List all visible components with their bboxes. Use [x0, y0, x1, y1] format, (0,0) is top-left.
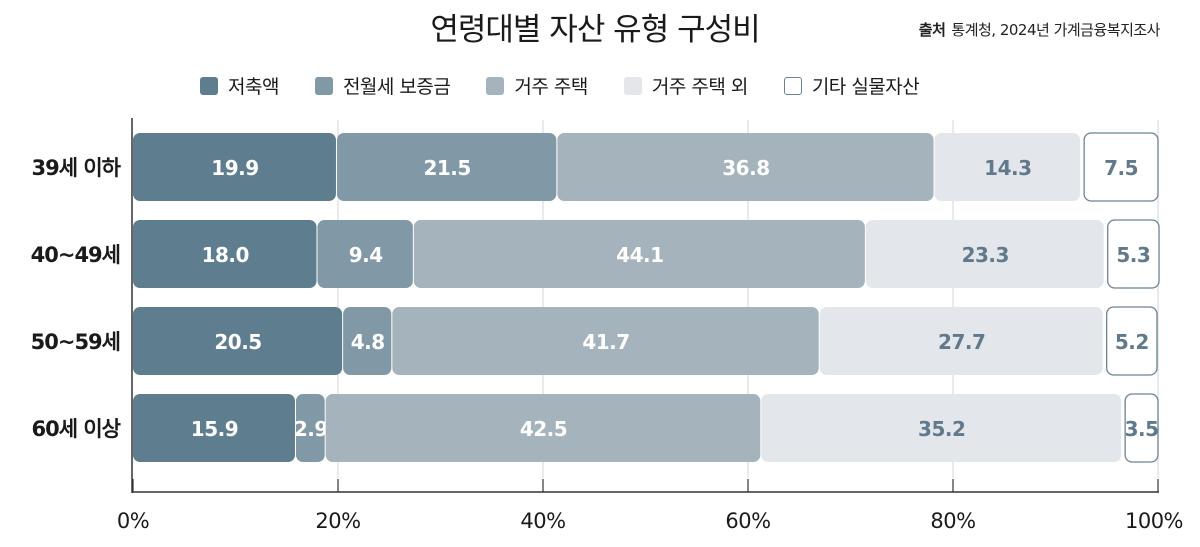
bar-segment	[295, 394, 325, 462]
data-label: 27.7	[938, 330, 985, 354]
legend-label: 기타 실물자산	[811, 76, 920, 98]
legend-label: 거주 주택 외	[651, 76, 748, 98]
bar-segment	[413, 220, 865, 288]
legend-swatch	[486, 76, 505, 95]
category-label: 50~59세	[31, 330, 120, 354]
source-note: 출처 통계청, 2024년 가계금융복지조사	[918, 19, 1161, 40]
bar-segment	[133, 133, 336, 201]
data-label: 4.8	[351, 330, 385, 354]
data-label: 42.5	[520, 417, 567, 441]
bar-segment	[133, 394, 295, 462]
source-text: 통계청, 2024년 가계금융복지조사	[951, 21, 1160, 39]
bar-segment	[336, 133, 557, 201]
data-label: 5.2	[1115, 330, 1149, 354]
legend: 저축액 전월세 보증금 거주 주택 거주 주택 외 기타 실물자산	[200, 72, 920, 99]
legend-item: 전월세 보증금	[314, 72, 451, 99]
bar-segment	[392, 307, 819, 375]
data-label: 18.0	[202, 243, 249, 267]
bar-segment	[819, 307, 1103, 375]
bar-segment	[934, 133, 1081, 201]
data-label: 19.9	[211, 156, 258, 180]
legend-label: 저축액	[228, 76, 279, 98]
data-label: 36.8	[722, 156, 769, 180]
bar-segment	[325, 394, 761, 462]
legend-swatch	[783, 76, 802, 95]
legend-item: 저축액	[200, 72, 279, 99]
x-tick-label: 40%	[520, 509, 565, 533]
data-label: 15.9	[191, 417, 238, 441]
category-label: 60세 이상	[32, 417, 121, 441]
data-label: 35.2	[918, 417, 965, 441]
data-label: 5.3	[1116, 243, 1150, 267]
bar-segment	[317, 220, 413, 288]
bar-segment	[1107, 219, 1160, 289]
bar-segment	[1106, 306, 1158, 376]
data-label: 20.5	[214, 330, 261, 354]
data-label: 44.1	[616, 243, 663, 267]
category-label: 40~49세	[31, 243, 120, 267]
legend-swatch	[200, 76, 218, 95]
chart-title: 연령대별 자산 유형 구성비	[430, 12, 760, 48]
x-tick-label: 100%	[1125, 509, 1183, 533]
x-tick-label: 20%	[315, 509, 360, 533]
bar-segment	[557, 133, 934, 201]
data-label: 23.3	[962, 243, 1009, 267]
legend-swatch	[314, 76, 333, 95]
bar-segment	[133, 220, 317, 288]
legend-item: 거주 주택	[486, 72, 588, 99]
bar-segment	[1124, 393, 1159, 463]
x-tick-label: 0%	[117, 509, 149, 533]
bar-segment	[343, 307, 392, 375]
bar-segment	[865, 220, 1104, 288]
legend-label: 전월세 보증금	[342, 76, 451, 98]
data-label: 41.7	[582, 330, 629, 354]
data-label: 2.9	[294, 417, 328, 441]
bar-segment	[761, 394, 1122, 462]
legend-swatch	[623, 76, 642, 95]
data-label: 21.5	[423, 156, 470, 180]
data-label: 9.4	[349, 243, 383, 267]
data-label: 7.5	[1104, 156, 1138, 180]
legend-item: 기타 실물자산	[783, 72, 920, 99]
x-tick-label: 60%	[725, 509, 770, 533]
legend-item: 거주 주택 외	[623, 72, 748, 99]
x-tick-label: 80%	[930, 509, 975, 533]
source-label: 출처	[918, 21, 946, 39]
data-label: 14.3	[984, 156, 1031, 180]
legend-label: 거주 주택	[514, 76, 588, 98]
bar-segment	[1083, 132, 1159, 202]
data-label: 3.5	[1125, 417, 1159, 441]
category-label: 39세 이하	[32, 156, 122, 180]
bar-segment	[133, 307, 343, 375]
